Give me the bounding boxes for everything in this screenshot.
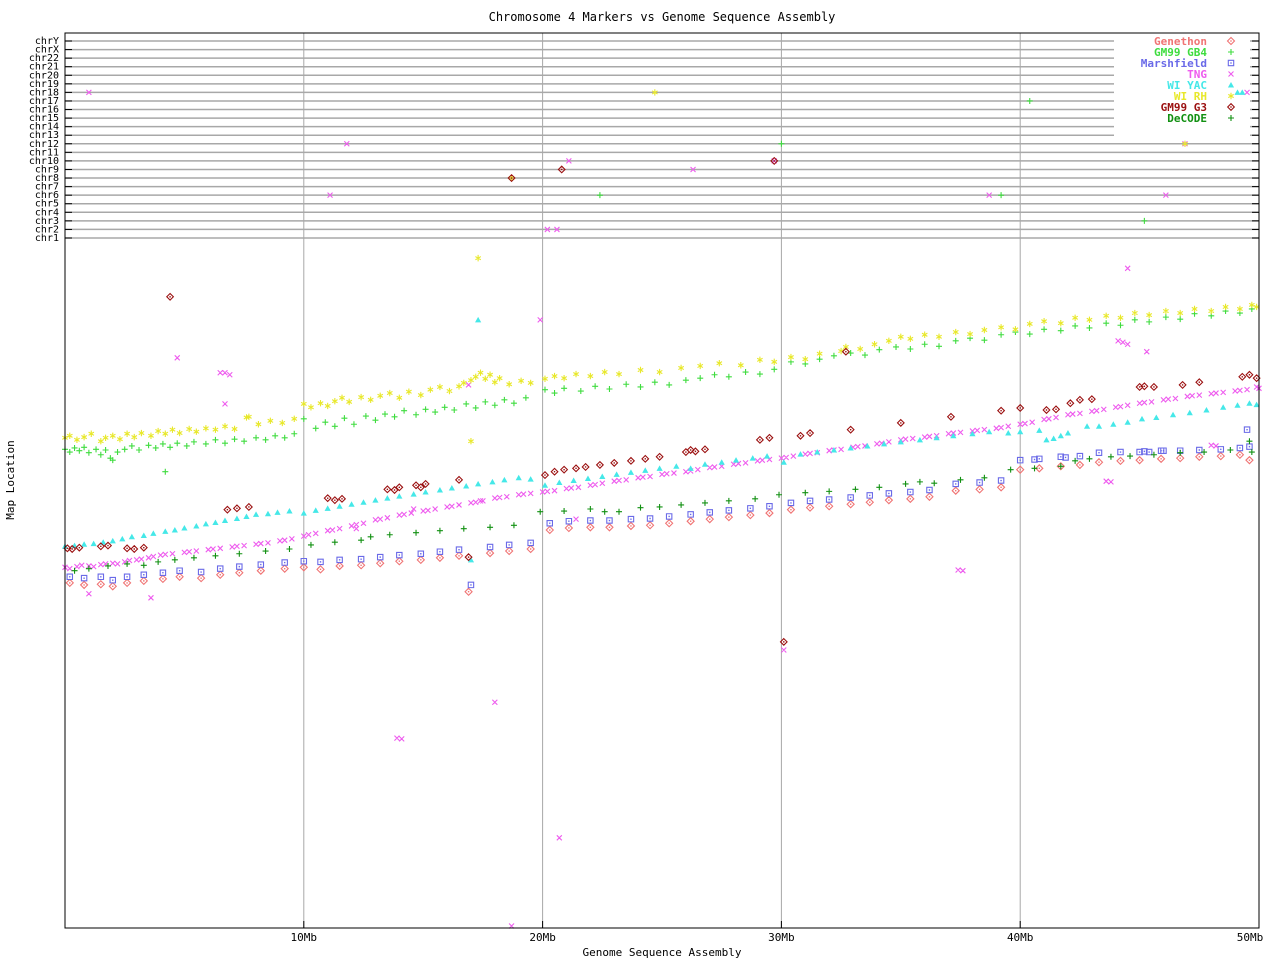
- legend-key-diamond-open-dot-icon: [1226, 36, 1236, 46]
- chrom-label-chr2: chr2: [35, 224, 59, 235]
- x-tick-label-10Mb: 10Mb: [291, 931, 318, 944]
- chrom-label-chr22: chr22: [29, 53, 59, 64]
- chrom-label-chrX: chrX: [35, 45, 59, 56]
- legend-label-wi-rh: WI RH: [1174, 90, 1207, 103]
- chart-title: Chromosome 4 Markers vs Genome Sequence …: [489, 10, 836, 24]
- series-wi-rh: [62, 89, 1260, 445]
- chrom-label-chr3: chr3: [35, 216, 59, 227]
- chrom-label-chr18: chr18: [29, 87, 59, 98]
- series-genethon: [65, 450, 1254, 596]
- series-markers-stroke: [63, 156, 1261, 646]
- series-wi-yac: [61, 89, 1260, 563]
- series-tng: [62, 89, 1262, 929]
- chromosome-lines-layer: chrYchrXchr22chr21chr20chr19chr18chr17ch…: [29, 36, 1259, 244]
- legend-key-square-open-dot-icon: [1230, 62, 1232, 64]
- chrom-label-chr11: chr11: [29, 147, 59, 158]
- plot-border: [64, 32, 1260, 929]
- legend-background: [1114, 34, 1250, 137]
- chrom-label-chrY: chrY: [35, 36, 59, 47]
- chrom-label-chr20: chr20: [29, 70, 59, 81]
- series-markers-stroke: [71, 438, 1255, 574]
- series-decode: [71, 438, 1255, 574]
- chrom-label-chr8: chr8: [35, 173, 59, 184]
- series-marshfield: [66, 426, 1253, 589]
- chrom-label-chr10: chr10: [29, 156, 59, 167]
- y-axis-label: Map Location: [4, 440, 17, 519]
- chrom-label-chr16: chr16: [29, 105, 59, 116]
- chrom-label-chr12: chr12: [29, 139, 59, 150]
- chrom-label-chr13: chr13: [29, 130, 59, 141]
- legend-key-triangle-filled-icon: [1227, 82, 1235, 88]
- legend-key-square-open-dot-icon: [1227, 59, 1235, 67]
- chrom-label-chr6: chr6: [35, 190, 59, 201]
- x-tick-label-40Mb: 40Mb: [1007, 931, 1034, 944]
- series-markers-stroke: [66, 426, 1253, 589]
- series-markers-stroke: [62, 89, 1262, 929]
- chrom-label-chr4: chr4: [35, 207, 59, 218]
- legend-key-cross-icon: [1228, 71, 1234, 77]
- legend-key-plus-icon: [1228, 115, 1234, 121]
- legend-label-wi-yac: WI YAC: [1167, 79, 1207, 92]
- axes-layer: 10Mb 20Mb 30Mb 40Mb 50Mb: [64, 32, 1264, 944]
- legend-label-tng: TNG: [1187, 68, 1207, 81]
- series-gm99-gb4: [62, 97, 1255, 475]
- x-tick-label-30Mb: 30Mb: [768, 931, 795, 944]
- chrom-label-chr1: chr1: [35, 233, 59, 244]
- legend-label-marshfield: Marshfield: [1141, 57, 1207, 70]
- chrom-label-chr17: chr17: [29, 96, 59, 107]
- series-markers-stroke: [62, 97, 1255, 475]
- series-gm99-g3: [63, 156, 1261, 646]
- legend-label-genethon: Genethon: [1154, 35, 1207, 48]
- legend-key-plus-icon: [1228, 49, 1234, 55]
- legend-label-gm99-g3: GM99 G3: [1161, 101, 1207, 114]
- chrom-label-chr9: chr9: [35, 164, 59, 175]
- legend-key-asterisk-icon: [1228, 92, 1234, 100]
- chrom-label-chr15: chr15: [29, 113, 59, 124]
- gridlines-layer: [303, 33, 1021, 928]
- data-points-layer: [61, 89, 1262, 929]
- legend-key-diamond-open-dot-icon: [1230, 40, 1232, 42]
- legend-key-diamond-filled-dot-icon: [1230, 106, 1232, 108]
- chrom-label-chr21: chr21: [29, 62, 59, 73]
- series-markers-stroke: [62, 89, 1260, 445]
- chrom-label-chr5: chr5: [35, 199, 59, 210]
- chrom-label-chr14: chr14: [29, 122, 59, 133]
- chrom-label-chr19: chr19: [29, 79, 59, 90]
- series-markers-fill: [61, 89, 1260, 563]
- series-markers-fill: [69, 454, 1251, 593]
- series-markers-stroke: [65, 450, 1254, 596]
- chrom-label-chr7: chr7: [35, 182, 59, 193]
- legend-label-gm99-gb4: GM99 GB4: [1154, 46, 1207, 59]
- legend-label-decode: DeCODE: [1167, 112, 1207, 125]
- legend-key-diamond-filled-dot-icon: [1226, 102, 1236, 112]
- x-axis-label: Genome Sequence Assembly: [583, 946, 742, 959]
- x-tick-label-50Mb: 50Mb: [1237, 931, 1264, 944]
- x-tick-label-20Mb: 20Mb: [529, 931, 556, 944]
